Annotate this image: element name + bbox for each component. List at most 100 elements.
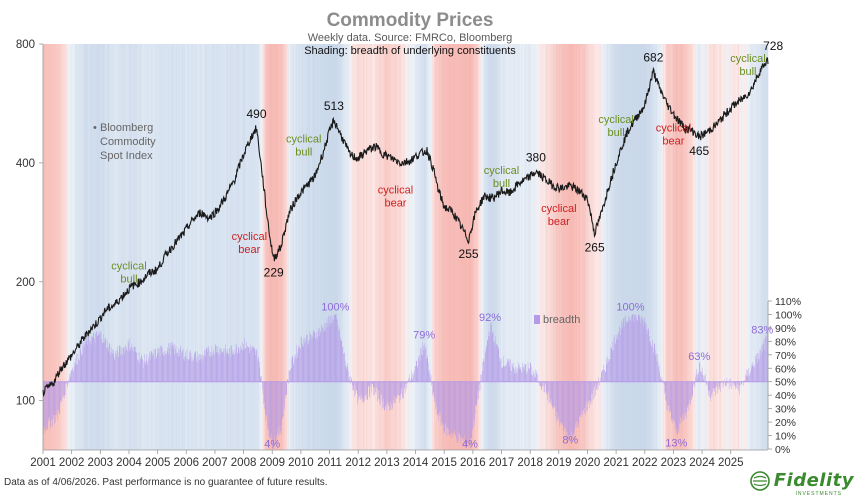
shade-band <box>158 44 160 450</box>
shade-band <box>694 44 696 450</box>
shade-band <box>609 44 611 450</box>
shade-band <box>119 44 120 450</box>
shade-band <box>660 44 661 450</box>
shade-band <box>138 44 140 450</box>
shade-band <box>385 44 387 450</box>
shade-band <box>590 44 592 450</box>
shade-band <box>348 44 350 450</box>
shade-band <box>614 44 616 450</box>
shade-band <box>223 44 225 450</box>
shade-band <box>133 44 135 450</box>
shade-band <box>418 44 420 450</box>
shade-band <box>487 44 488 450</box>
shade-band <box>55 44 57 450</box>
shade-band <box>390 44 392 450</box>
shade-band <box>598 44 600 450</box>
shade-band <box>256 44 258 450</box>
shade-band <box>61 44 63 450</box>
shade-band <box>196 44 198 450</box>
shade-band <box>267 44 269 450</box>
shade-band <box>444 44 446 450</box>
shade-band <box>584 44 585 450</box>
shade-band <box>286 44 288 450</box>
shade-band <box>485 44 487 450</box>
shade-band <box>120 44 122 450</box>
shade-band <box>130 44 131 450</box>
shade-band <box>631 44 633 450</box>
shade-band <box>587 44 589 450</box>
shade-band <box>274 44 276 450</box>
shade-band <box>283 44 285 450</box>
shade-band <box>372 44 374 450</box>
shade-band <box>751 44 753 450</box>
shade-band <box>212 44 214 450</box>
shade-band <box>563 44 565 450</box>
shade-band <box>496 44 498 450</box>
shade-band <box>242 44 244 450</box>
shade-band <box>148 44 150 450</box>
shade-band <box>93 44 95 450</box>
shade-band <box>530 44 532 450</box>
shade-band <box>154 44 156 450</box>
shade-band <box>388 44 390 450</box>
peak-trough-label: 513 <box>324 99 344 113</box>
shade-band <box>743 44 745 450</box>
shade-band <box>108 44 109 450</box>
shade-band <box>117 44 119 450</box>
y-left-tick-label: 200 <box>16 277 35 289</box>
shade-band <box>684 44 686 450</box>
shade-band <box>461 44 463 450</box>
shade-band <box>99 44 101 450</box>
shade-band <box>718 44 720 450</box>
shade-band <box>293 44 295 450</box>
shade-band <box>666 44 668 450</box>
shade-band <box>347 44 349 450</box>
shade-band <box>499 44 501 450</box>
shade-band <box>559 44 561 450</box>
shade-band <box>352 44 354 450</box>
shade-band <box>682 44 684 450</box>
shade-band <box>123 44 125 450</box>
x-tick-label: 2004 <box>116 457 142 469</box>
shade-band <box>580 44 582 450</box>
y-right-tick-label: 80% <box>775 336 796 348</box>
shade-band <box>364 44 366 450</box>
shade-band <box>90 44 92 450</box>
shade-band <box>574 44 576 450</box>
shade-band <box>430 44 432 450</box>
shade-band <box>419 44 421 450</box>
shade-band <box>640 44 642 450</box>
shade-band <box>724 44 726 450</box>
shade-band <box>131 44 133 450</box>
shade-band <box>424 44 426 450</box>
shade-band <box>360 44 362 450</box>
phase-label-line: bull <box>493 178 510 190</box>
shade-band <box>450 44 452 450</box>
shade-band <box>679 44 681 450</box>
shade-band <box>644 44 646 450</box>
shade-band <box>628 44 630 450</box>
shade-band <box>76 44 78 450</box>
shade-band <box>100 44 102 450</box>
shade-band <box>700 44 702 450</box>
shade-band <box>342 44 344 450</box>
shade-band <box>764 44 766 450</box>
shade-band <box>397 44 399 450</box>
x-tick-label: 2011 <box>317 457 342 469</box>
shade-band <box>520 44 522 450</box>
shade-band <box>674 44 676 450</box>
shade-band <box>105 44 107 450</box>
shade-band <box>745 44 747 450</box>
shade-band <box>336 44 338 450</box>
shade-band <box>513 44 515 450</box>
shade-band <box>671 44 672 450</box>
shade-band <box>747 44 749 450</box>
shade-band <box>322 44 324 450</box>
shade-band <box>203 44 205 450</box>
x-tick-label: 2012 <box>345 457 371 469</box>
shade-band <box>384 44 385 450</box>
shade-band <box>73 44 75 450</box>
breadth-bars <box>43 314 768 449</box>
shade-band <box>522 44 524 450</box>
shade-band <box>435 44 437 450</box>
